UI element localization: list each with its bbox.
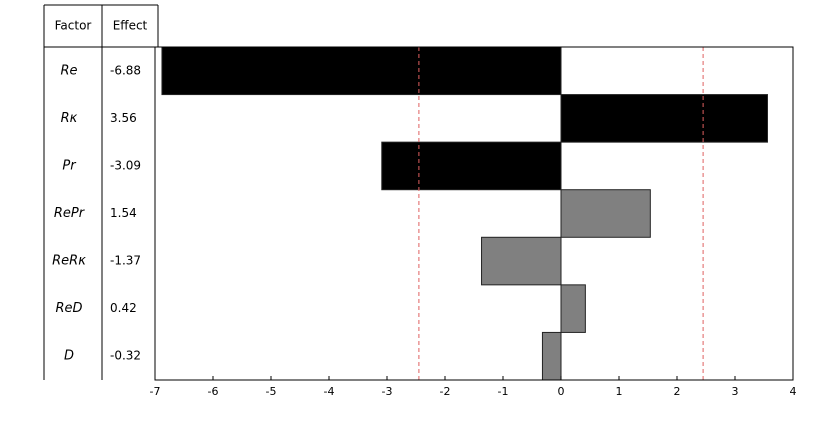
x-tick-label: -3 [382, 385, 393, 398]
factor-label: Pr [62, 158, 77, 173]
bar [560, 94, 768, 143]
effect-label: -6.88 [110, 63, 141, 77]
effect-label: 3.56 [110, 111, 137, 125]
x-tick-label: 2 [674, 385, 681, 398]
factor-label: Rκ [61, 111, 78, 126]
effect-label: -3.09 [110, 158, 141, 172]
bar [381, 141, 562, 191]
column-header: Effect [113, 19, 148, 33]
x-tick-label: -1 [498, 385, 509, 398]
plot-frame [154, 46, 794, 381]
x-tick-label: 3 [732, 385, 739, 398]
bar [161, 46, 562, 96]
effect-label: 1.54 [110, 206, 137, 220]
factor-label: D [64, 349, 74, 364]
factor-label: ReD [55, 301, 82, 316]
bar [541, 331, 562, 381]
table-frame [43, 4, 159, 380]
x-tick-label: 4 [790, 385, 797, 398]
x-tick-label: -2 [440, 385, 451, 398]
factor-label: RePr [54, 206, 86, 221]
bar [481, 236, 562, 286]
x-tick-label: -4 [324, 385, 335, 398]
x-tick-label: -5 [266, 385, 277, 398]
x-tick-label: 1 [616, 385, 623, 398]
factor-label: ReRκ [52, 254, 86, 269]
bar [560, 284, 586, 333]
column-header: Factor [55, 19, 92, 33]
x-tick-label: 0 [558, 385, 565, 398]
effect-label: -1.37 [110, 254, 141, 268]
effect-label: -0.32 [110, 349, 141, 363]
x-tick-label: -6 [208, 385, 219, 398]
x-tick-label: -7 [150, 385, 161, 398]
factor-label: Re [60, 63, 77, 78]
effect-label: 0.42 [110, 301, 137, 315]
bar [560, 189, 651, 238]
